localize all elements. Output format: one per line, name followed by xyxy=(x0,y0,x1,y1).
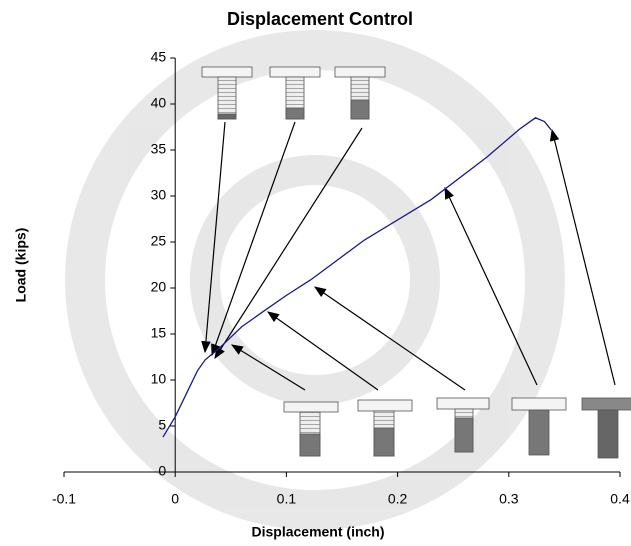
x-tick-label: 0.1 xyxy=(277,491,297,507)
x-tick-label: 0.2 xyxy=(388,491,408,507)
y-tick-label: 40 xyxy=(151,95,167,111)
annotation-arrows xyxy=(201,121,616,391)
x-tick-label: -0.1 xyxy=(52,491,76,507)
y-tick-label: 10 xyxy=(151,371,167,387)
data-line xyxy=(162,117,552,438)
y-tick-label: 45 xyxy=(151,49,167,65)
y-axis-label: Load (kips) xyxy=(13,228,29,303)
y-tick-label: 15 xyxy=(151,325,167,341)
y-tick-label: 30 xyxy=(151,187,167,203)
y-tick-label: 25 xyxy=(151,233,167,249)
x-tick-label: 0 xyxy=(171,491,179,507)
watermark xyxy=(65,30,565,530)
y-tick-label: 35 xyxy=(151,141,167,157)
y-tick-label: 20 xyxy=(151,279,167,295)
y-tick-label: 5 xyxy=(158,417,166,433)
y-tick-label: 0 xyxy=(158,463,166,479)
section-icons xyxy=(201,66,631,459)
x-tick-label: 0.3 xyxy=(499,491,519,507)
x-axis-label: Displacement (inch) xyxy=(251,524,384,540)
x-tick-label: 0.4 xyxy=(610,491,630,507)
chart-title: Displacement Control xyxy=(227,9,413,29)
